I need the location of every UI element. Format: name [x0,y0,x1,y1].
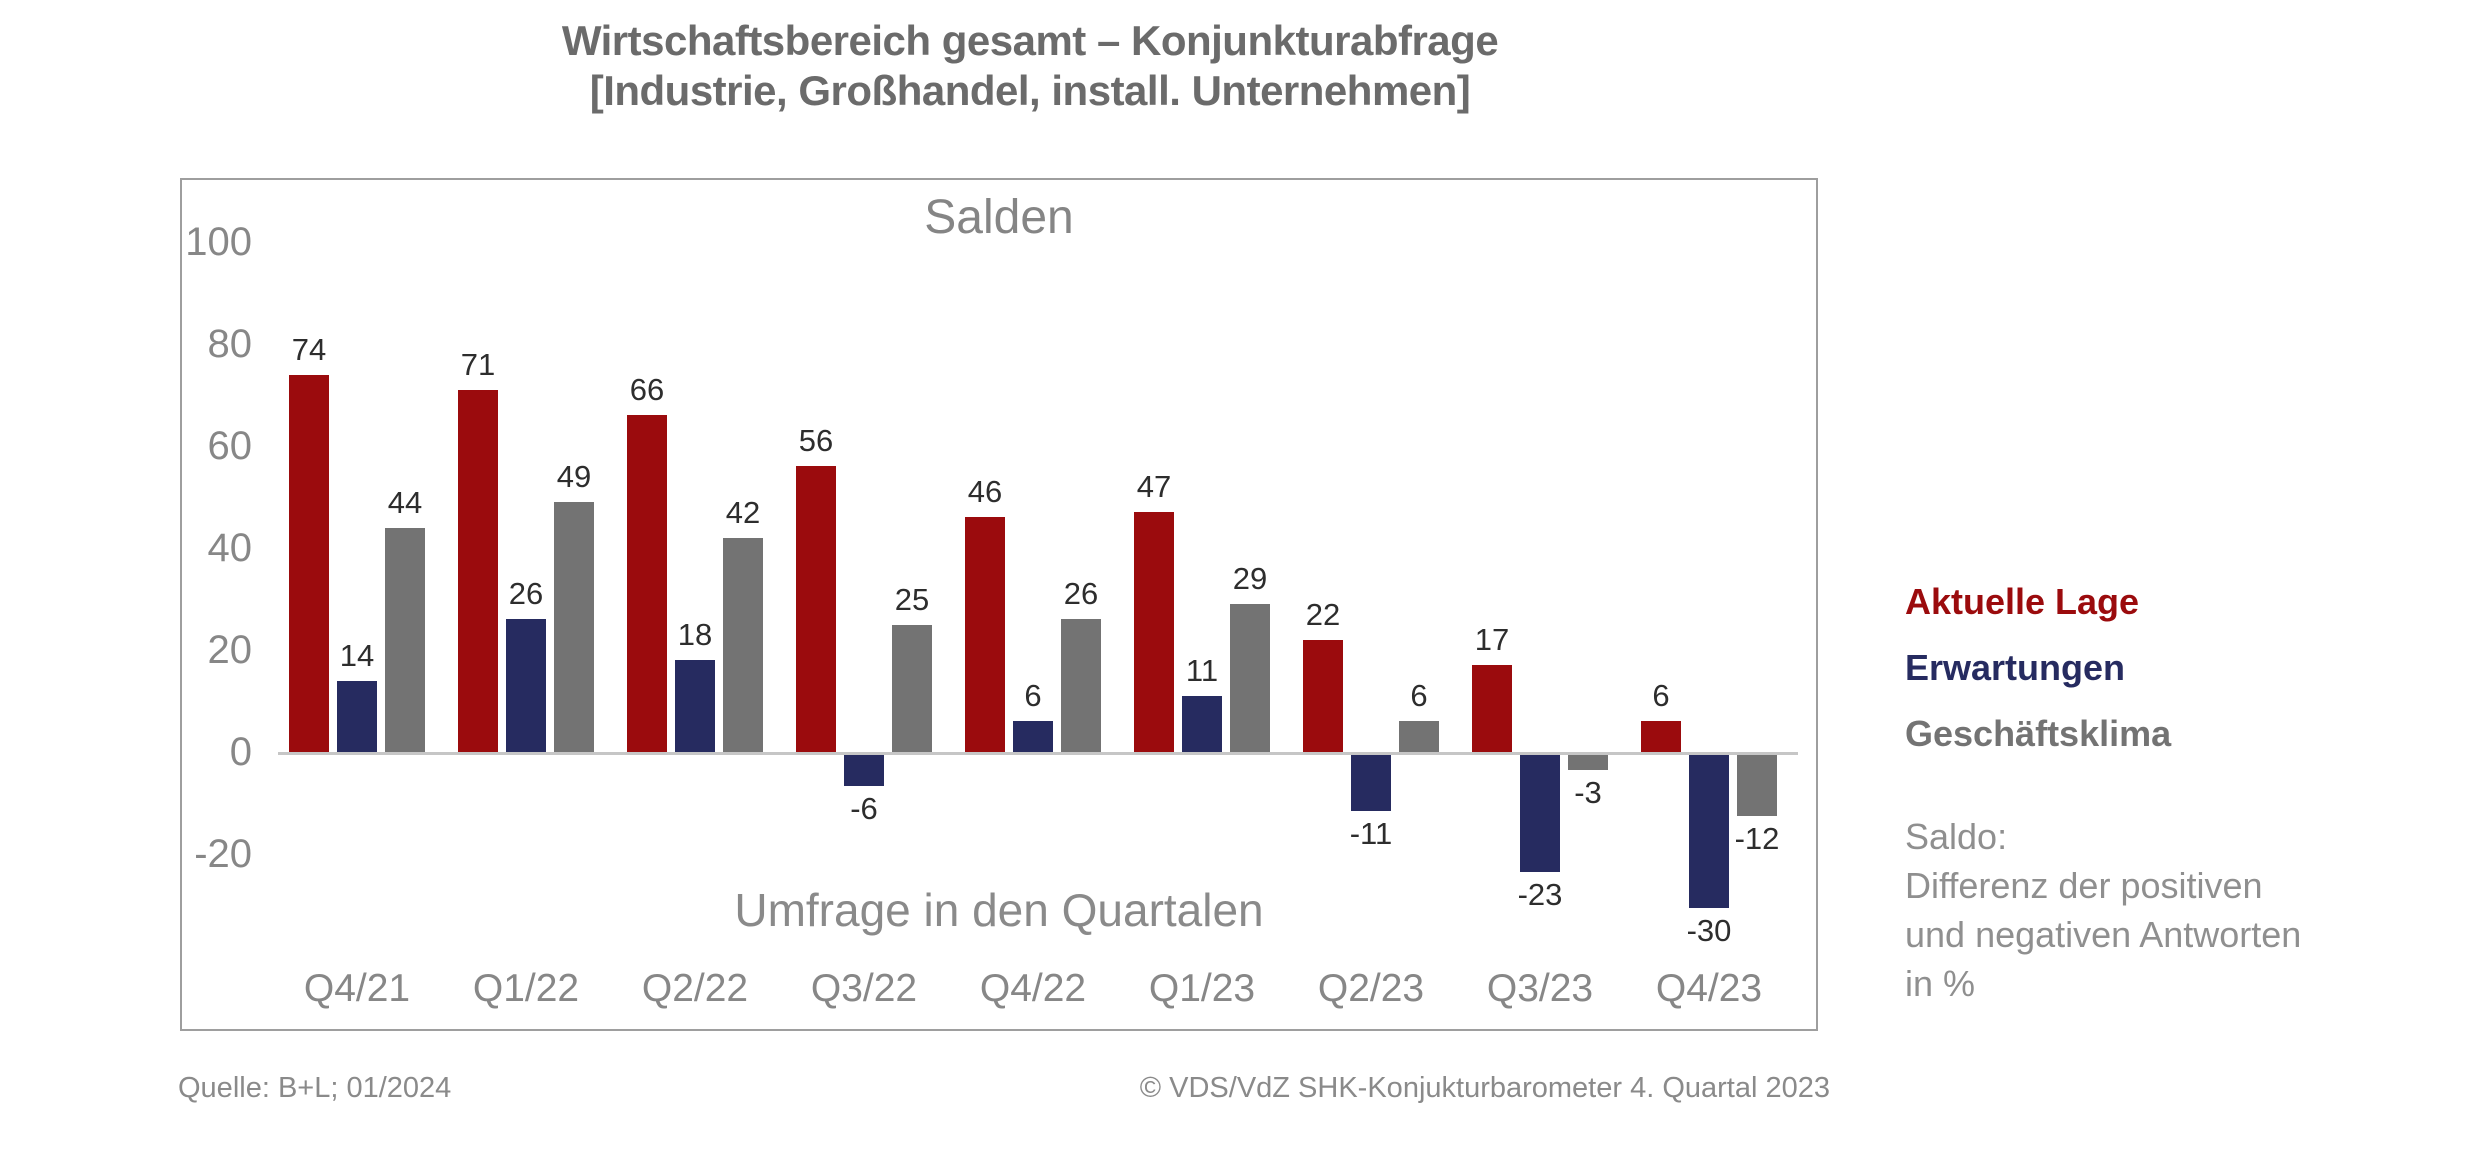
bar [506,619,546,752]
y-tick-label: 20 [207,628,253,672]
legend: Aktuelle Lage Erwartungen Geschäftsklima S… [1905,580,2445,1008]
chart-title: Wirtschaftsbereich gesamt – Konjunkturab… [200,16,1860,116]
x-category-label: Q4/23 [1655,967,1763,1010]
x-axis-title: Umfrage in den Quartalen [734,884,1264,936]
bar-value-label: 44 [387,484,423,520]
legend-note: Saldo: Differenz der positiven und negativ… [1905,812,2445,1008]
bar-value-label: 6 [1652,678,1670,714]
bar [1061,619,1101,752]
legend-items: Aktuelle Lage Erwartungen Geschäftsklima [1905,580,2445,756]
legend-note-line: Saldo: [1905,816,2008,857]
bar-value-label: -11 [1349,816,1393,852]
footer-copyright: © VDS/VdZ SHK-Konjukturbarometer 4. Quar… [1139,1072,1830,1104]
bar [1230,604,1270,752]
x-category-label: Q3/22 [810,967,918,1010]
zero-baseline [278,752,1798,755]
bar-value-label: -23 [1517,877,1563,913]
legend-item: Erwartungen [1905,647,2126,688]
bar-value-label: 74 [291,331,327,367]
bar [1472,665,1512,752]
chart-title-line1: Wirtschaftsbereich gesamt – Konjunkturab… [561,17,1499,64]
bar-value-label: 14 [339,637,375,673]
bar-value-label: 17 [1474,622,1510,658]
bar-value-label: 42 [725,494,761,530]
bar [554,502,594,752]
bar [1399,721,1439,752]
bar-value-label: 6 [1024,678,1042,714]
bar-value-label: 18 [677,617,713,653]
footer-source: Quelle: B+L; 01/2024 [178,1072,452,1104]
bar-value-label: -6 [850,790,878,826]
bar [1689,755,1729,908]
bar [1351,755,1391,812]
bar-value-label: -3 [1574,775,1602,811]
bar [965,517,1005,752]
x-category-label: Q4/22 [979,967,1087,1010]
chart-plot-area: Salden 100 80 60 40 20 0 -20 74 14 44 71 26 49 66 18 4… [180,178,1818,1031]
bar-value-label: -12 [1734,821,1780,857]
bar [1568,755,1608,771]
bar-value-label: 56 [798,423,834,459]
bar-value-label: 46 [967,474,1003,510]
bar-value-label: 22 [1305,596,1341,632]
x-category-label: Q4/21 [303,967,411,1010]
y-tick-label: 0 [229,730,252,774]
x-category-label: Q1/23 [1148,967,1256,1010]
legend-note-line: in % [1905,963,1976,1004]
legend-note-line: und negativen Antworten [1905,914,2302,955]
bar-value-label: 25 [894,581,930,617]
y-tick-label: 100 [185,220,252,264]
y-tick-label: 40 [207,526,253,570]
chart-title-line2: [Industrie, Großhandel, install. Unterne… [589,67,1471,114]
bar-value-label: 71 [460,346,496,382]
x-category-label: Q2/23 [1317,967,1425,1010]
bar [1737,755,1777,817]
x-category-label: Q3/23 [1486,967,1594,1010]
x-category-label: Q2/22 [641,967,749,1010]
bar-value-label: 6 [1410,678,1428,714]
bar-value-label: -30 [1686,913,1732,948]
x-category-label: Q1/22 [472,967,580,1010]
bar-value-label: 66 [629,372,665,408]
bar [844,755,884,786]
bar [796,466,836,752]
bar [1303,639,1343,752]
bar-value-label: 49 [556,459,592,495]
bar-value-label: 26 [1063,576,1099,612]
bar [458,389,498,752]
bar [1013,721,1053,752]
legend-item: Aktuelle Lage [1905,581,2140,622]
legend-item: Geschäftsklima [1905,713,2172,754]
bar-value-label: 11 [1185,652,1219,688]
bar [1520,755,1560,873]
y-tick-label: 60 [207,424,253,468]
y-tick-label: -20 [194,832,252,876]
bar [675,660,715,752]
bar [1641,721,1681,752]
legend-note-line: Differenz der positiven [1905,865,2263,906]
bar [627,415,667,752]
bar [1134,512,1174,752]
y-tick-label: 80 [207,322,253,366]
bar [723,537,763,752]
bar-value-label: 29 [1232,561,1268,597]
bar [1182,695,1222,752]
bar [337,680,377,752]
bar [892,624,932,752]
bar-value-label: 47 [1136,469,1172,505]
bar [385,527,425,752]
bar-value-label: 26 [508,576,544,612]
bar [289,374,329,752]
plot-inner-title: Salden [924,191,1074,244]
